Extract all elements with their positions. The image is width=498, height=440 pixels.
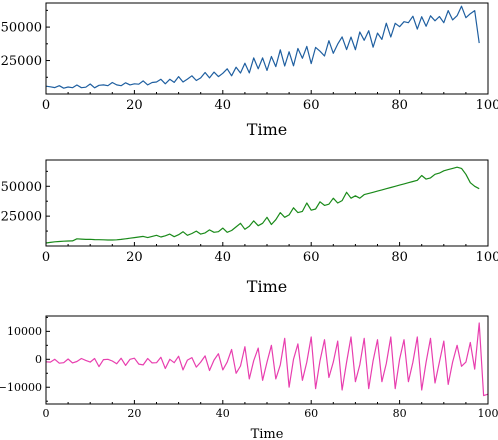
- y-tick-label: 50000: [1, 21, 42, 36]
- chart-1: 0 20 40 60 80 100 25000 50000 Time: [1, 2, 498, 139]
- x-tick-label: 80: [391, 250, 408, 265]
- y-tick-label: 10000: [7, 325, 42, 338]
- x-tick-label: 80: [393, 407, 407, 420]
- x-tick-label: 100: [476, 250, 498, 265]
- x-tick-label: 100: [476, 98, 498, 113]
- x-tick-label: 0: [43, 407, 50, 420]
- y-tick-label: 0: [35, 353, 42, 366]
- x-tick-label: 40: [216, 407, 230, 420]
- x-tick-label: 60: [303, 98, 320, 113]
- x-tick-label: 40: [215, 98, 232, 113]
- series-line-1: [45, 5, 480, 89]
- x-tick-label: 20: [126, 250, 143, 265]
- x-axis-label: Time: [247, 120, 287, 139]
- x-tick-label: 0: [42, 98, 50, 113]
- chart-2: 0 20 40 60 80 100 25000 50000 Time: [1, 159, 498, 296]
- x-tick-label: 60: [304, 407, 318, 420]
- y-tick-label: 25000: [1, 54, 42, 69]
- x-tick-label: 60: [303, 250, 320, 265]
- series-line-1: [45, 322, 489, 397]
- x-tick-label: 80: [391, 98, 408, 113]
- plot-frame: [45, 159, 489, 247]
- x-tick-label: 20: [127, 407, 141, 420]
- series-line-1: [45, 166, 480, 244]
- x-axis-label: Time: [247, 277, 287, 296]
- x-tick-label: 0: [42, 250, 50, 265]
- x-axis-label: Time: [251, 427, 284, 440]
- x-tick-label: 40: [215, 250, 232, 265]
- y-tick-label: 50000: [1, 180, 42, 195]
- y-tick-label: −10000: [0, 381, 42, 394]
- y-tick-label: 25000: [1, 210, 42, 225]
- x-tick-label: 100: [478, 407, 498, 420]
- x-tick-label: 20: [126, 98, 143, 113]
